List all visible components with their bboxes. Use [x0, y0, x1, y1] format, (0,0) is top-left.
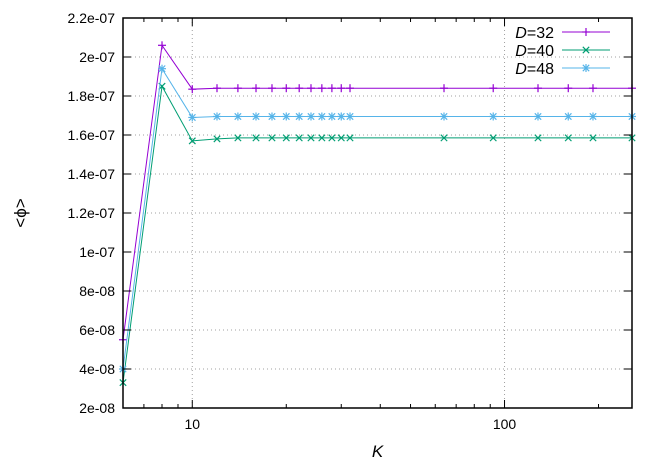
y-tick-label: 2.2e-07	[68, 10, 116, 26]
series-marker	[252, 112, 261, 121]
series-marker	[534, 112, 543, 121]
series-marker	[588, 112, 597, 121]
series-marker	[212, 112, 221, 121]
legend-item: D=48	[515, 61, 610, 78]
series-marker	[346, 112, 355, 121]
series-marker	[317, 84, 326, 93]
y-axis-title: <ϕ>	[11, 198, 30, 227]
series-marker	[346, 84, 355, 93]
x-tick-label: 10	[184, 416, 200, 432]
series-marker	[267, 84, 276, 93]
series-marker	[337, 112, 346, 121]
y-tick-label: 1.8e-07	[68, 88, 116, 104]
y-tick-label: 6e-08	[79, 322, 115, 338]
series-marker	[282, 84, 291, 93]
series-marker	[337, 84, 346, 93]
series-marker	[534, 84, 543, 93]
series-marker	[327, 112, 336, 121]
series-marker	[306, 112, 315, 121]
series-marker	[564, 134, 572, 142]
series-marker	[252, 84, 261, 93]
series-marker	[588, 84, 597, 93]
x-axis-title: K	[372, 442, 384, 461]
legend-label: D=40	[515, 43, 554, 60]
series-marker	[295, 112, 304, 121]
series-marker	[233, 112, 242, 121]
series-marker	[489, 112, 498, 121]
y-tick-label: 8e-08	[79, 283, 115, 299]
legend-label: D=48	[515, 61, 554, 78]
series-marker	[489, 134, 497, 142]
y-tick-label: 1e-07	[79, 244, 115, 260]
series-marker	[564, 112, 573, 121]
legend: D=32D=40D=48	[515, 25, 610, 78]
grid	[123, 18, 632, 408]
series-marker	[327, 84, 336, 93]
series-line	[122, 84, 632, 383]
series-marker	[295, 84, 304, 93]
series-marker	[306, 84, 315, 93]
series-marker	[582, 64, 590, 72]
series-marker	[307, 134, 315, 142]
series-marker	[328, 134, 336, 142]
series-marker	[440, 112, 449, 121]
series-marker	[346, 134, 354, 142]
ticks: 2e-08 4e-08 6e-08 8e-08 1e-07 1.2e-07 1.4e-07 1…	[68, 10, 632, 432]
series-marker	[282, 134, 290, 142]
series-marker	[440, 84, 449, 93]
series-marker	[212, 84, 221, 93]
series-d-48	[119, 64, 636, 373]
legend-item: D=40	[515, 43, 610, 60]
series-marker	[188, 113, 197, 122]
series-marker	[582, 46, 590, 54]
series-marker	[318, 134, 326, 142]
series-marker	[489, 84, 498, 93]
x-tick-label: 100	[493, 416, 517, 432]
legend-item: D=32	[515, 25, 610, 42]
series-marker	[188, 137, 196, 145]
legend-label: D=32	[515, 25, 554, 42]
y-tick-label: 1.6e-07	[68, 127, 116, 143]
series-marker	[589, 134, 597, 142]
y-tick-label: 4e-08	[79, 361, 115, 377]
series-marker	[282, 112, 291, 121]
series-marker	[337, 134, 345, 142]
series-marker	[534, 134, 542, 142]
series-d-40	[119, 82, 636, 387]
series-marker	[267, 112, 276, 121]
series-marker	[158, 41, 167, 50]
series-marker	[440, 134, 448, 142]
series-layer	[119, 41, 636, 387]
series-marker	[268, 134, 276, 142]
series-marker	[158, 64, 167, 73]
series-marker	[234, 134, 242, 142]
series-marker	[213, 135, 221, 143]
series-marker	[295, 134, 303, 142]
y-tick-label: 1.4e-07	[68, 166, 116, 182]
y-tick-label: 1.2e-07	[68, 205, 116, 221]
series-marker	[233, 84, 242, 93]
series-marker	[582, 28, 590, 36]
series-marker	[252, 134, 260, 142]
series-marker	[188, 85, 197, 94]
series-marker	[317, 112, 326, 121]
y-tick-label: 2e-08	[79, 400, 115, 416]
series-marker	[564, 84, 573, 93]
y-tick-label: 2e-07	[79, 49, 115, 65]
